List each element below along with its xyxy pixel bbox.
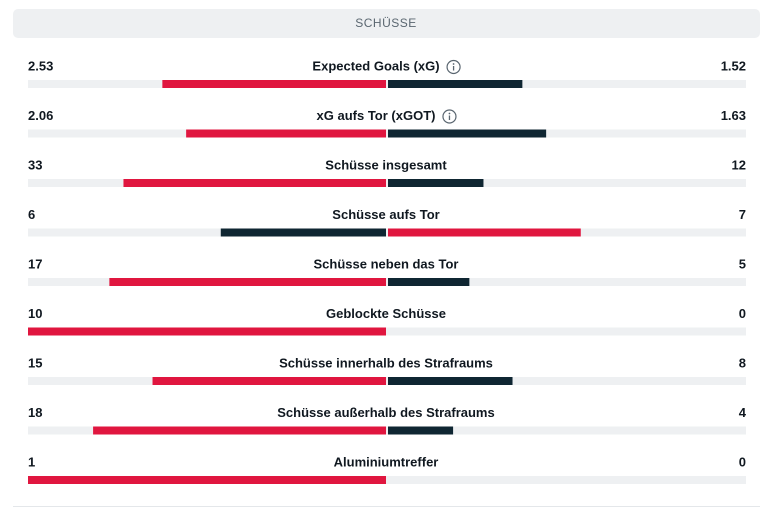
home-bar (220, 228, 386, 237)
stat-label: Expected Goals (xG) (312, 58, 439, 73)
stat-label: Schüsse neben das Tor (314, 256, 459, 271)
info-circle (442, 109, 457, 124)
away-value: 1.63 (721, 108, 746, 123)
bar-track (28, 426, 746, 435)
away-bar (388, 179, 484, 187)
stat-label: Schüsse außerhalb des Strafraums (277, 405, 494, 420)
bar-track (28, 80, 746, 88)
bar-track (28, 377, 746, 385)
home-value: 33 (28, 157, 42, 172)
section-title: SCHÜSSE (355, 16, 417, 30)
away-bar (388, 80, 523, 88)
away-bar (388, 278, 470, 286)
stat-label: Schüsse innerhalb des Strafraums (279, 355, 493, 370)
home-bar (123, 179, 386, 187)
home-bar (186, 129, 386, 138)
home-value: 6 (28, 207, 35, 222)
home-bar (93, 426, 386, 435)
stat-label: Aluminiumtreffer (334, 454, 439, 469)
home-bar (109, 278, 386, 286)
bar-track (28, 228, 746, 237)
home-value: 2.53 (28, 58, 53, 73)
home-value: 1 (28, 454, 35, 469)
away-value: 0 (739, 454, 746, 469)
away-value: 8 (739, 355, 746, 370)
away-value: 12 (732, 157, 746, 172)
home-value: 2.06 (28, 108, 53, 123)
bar-track (28, 129, 746, 138)
home-bar (28, 327, 386, 336)
info-icon (442, 109, 457, 124)
away-value: 7 (739, 207, 746, 222)
away-value: 0 (739, 306, 746, 321)
home-value: 15 (28, 355, 42, 370)
away-bar (388, 228, 581, 237)
stat-label: xG aufs Tor (xGOT) (317, 108, 436, 123)
stat-label: Schüsse aufs Tor (332, 207, 439, 222)
away-value: 4 (739, 405, 747, 420)
home-bar (28, 476, 386, 484)
home-value: 17 (28, 256, 42, 271)
away-value: 1.52 (721, 58, 746, 73)
home-value: 18 (28, 405, 42, 420)
section-header (13, 9, 760, 38)
away-value: 5 (739, 256, 746, 271)
bar-track (28, 278, 746, 286)
info-circle (446, 59, 461, 75)
stat-label: Schüsse insgesamt (325, 157, 447, 172)
info-dot (448, 112, 451, 115)
home-bar (162, 80, 386, 88)
info-dot (452, 63, 455, 65)
home-value: 10 (28, 306, 42, 321)
stat-label: Geblockte Schüsse (326, 306, 446, 321)
bar-track (28, 179, 746, 187)
info-icon (446, 59, 461, 75)
bar-track (28, 327, 746, 336)
bar-track (28, 476, 746, 484)
away-bar (388, 129, 547, 138)
away-bar (388, 426, 454, 435)
home-bar (152, 377, 386, 385)
away-bar (388, 377, 513, 385)
